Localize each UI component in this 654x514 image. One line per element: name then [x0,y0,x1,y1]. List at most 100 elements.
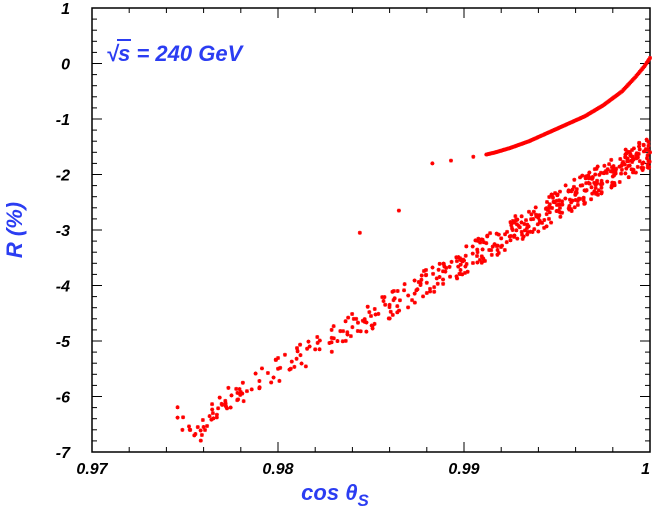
data-point [370,323,375,328]
data-point [365,304,370,309]
data-point [503,232,508,237]
data-point [259,366,264,371]
data-point [390,289,395,294]
data-point [495,252,500,257]
data-point [473,238,478,243]
data-point [478,240,483,245]
data-point [563,196,568,201]
data-point [419,277,424,282]
data-point [605,167,610,172]
data-point [414,288,419,293]
data-point [463,270,468,275]
data-point [237,387,242,392]
data-point [529,217,534,222]
data-point [634,151,639,156]
data-point [437,274,442,279]
data-point [187,424,192,429]
data-point [458,268,463,273]
data-point [639,165,644,170]
data-point [514,222,519,227]
data-point [594,166,599,171]
x-tick-label: 0.97 [76,461,108,478]
data-point [463,253,468,258]
data-point [295,349,300,354]
data-point [416,280,421,285]
sqrt-symbol: √ [106,41,120,66]
data-point [552,200,557,205]
data-point [470,244,475,249]
data-point [216,406,221,411]
data-point [482,258,487,263]
data-point [526,224,531,229]
data-point [525,229,530,234]
data-point [581,195,586,200]
data-point [358,329,363,334]
data-point [563,123,568,128]
data-point [492,150,497,155]
data-point [560,199,565,204]
data-point [461,257,466,262]
data-point [442,264,447,269]
y-tick-label: 0 [61,57,70,74]
data-point [580,173,585,178]
data-point [193,432,198,437]
data-point [543,206,548,211]
energy-value: = 240 GeV [130,41,244,66]
data-point [546,216,551,221]
data-point [240,391,245,396]
data-point [557,198,562,203]
data-point [195,425,200,430]
data-point [522,228,527,233]
data-point [612,181,617,186]
data-point [569,200,574,205]
data-point [387,316,392,321]
data-point [480,237,485,242]
data-point [510,228,515,233]
data-point [480,247,485,252]
data-point [531,209,536,214]
data-point [630,154,635,159]
data-point [454,259,459,264]
data-point [345,332,350,337]
data-point [525,139,530,144]
data-point [504,240,509,245]
plot-area [91,7,651,453]
data-point [458,271,463,276]
data-point [557,189,562,194]
data-point [207,414,212,419]
data-point [235,390,240,395]
data-point [516,223,521,228]
data-point [609,157,614,162]
data-point [465,269,470,274]
data-point [570,198,575,203]
data-point [536,229,541,234]
data-point [630,147,635,152]
data-point [637,159,642,164]
data-point [542,217,547,222]
data-point [479,254,484,259]
data-point [528,229,533,234]
data-point [205,423,210,428]
data-point [537,218,542,223]
data-point [644,137,649,142]
data-point [430,161,435,166]
y-tick-label: -7 [56,445,71,462]
data-point [519,229,524,234]
data-point [530,229,535,234]
data-point [607,162,612,167]
data-point [475,260,480,265]
data-point [430,265,435,270]
data-point [614,166,619,171]
data-point [598,170,603,175]
data-point [547,210,552,215]
data-point [209,417,214,422]
data-point [241,399,246,404]
data-point [545,200,550,205]
data-point [199,432,204,437]
data-point [454,255,459,260]
data-point [276,366,280,371]
data-point [475,238,480,243]
data-point [567,207,572,212]
data-point [481,240,486,245]
data-point [600,103,605,108]
